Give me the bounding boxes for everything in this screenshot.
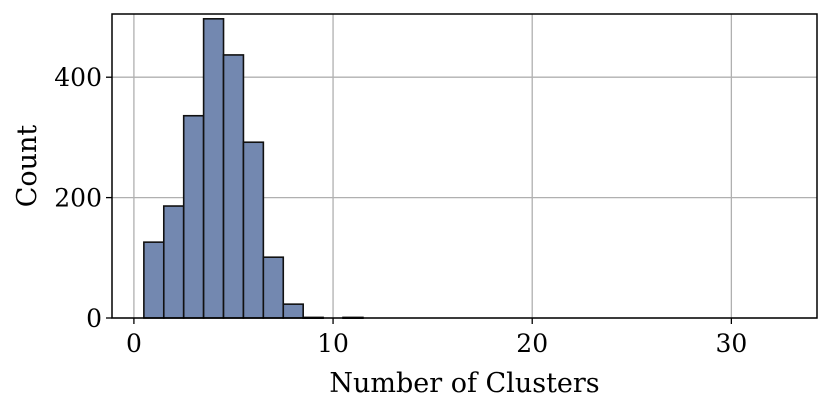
histogram-bars — [143, 18, 364, 319]
plot-area-frame — [111, 13, 818, 319]
histogram-bar — [222, 54, 245, 319]
x-tick-label: 20 — [516, 329, 548, 358]
y-tick-label: 400 — [54, 63, 102, 92]
x-tick-label: 0 — [126, 329, 142, 358]
histogram-bar — [262, 256, 285, 319]
axis-ticks: 0 10 20 30 0 200 400 — [54, 63, 747, 358]
y-axis-label: Count — [12, 125, 43, 208]
x-tick-label: 30 — [715, 329, 747, 358]
y-tick-label: 0 — [86, 304, 102, 333]
histogram-bar — [143, 241, 165, 319]
y-tick-label: 200 — [54, 184, 102, 213]
histogram-bar — [202, 18, 225, 319]
histogram-bar — [182, 114, 205, 319]
x-axis-label: Number of Clusters — [329, 368, 599, 399]
histogram-bar — [282, 303, 304, 319]
x-tick-label: 10 — [317, 329, 349, 358]
histogram-bar — [242, 141, 265, 319]
histogram-bar — [162, 205, 185, 319]
